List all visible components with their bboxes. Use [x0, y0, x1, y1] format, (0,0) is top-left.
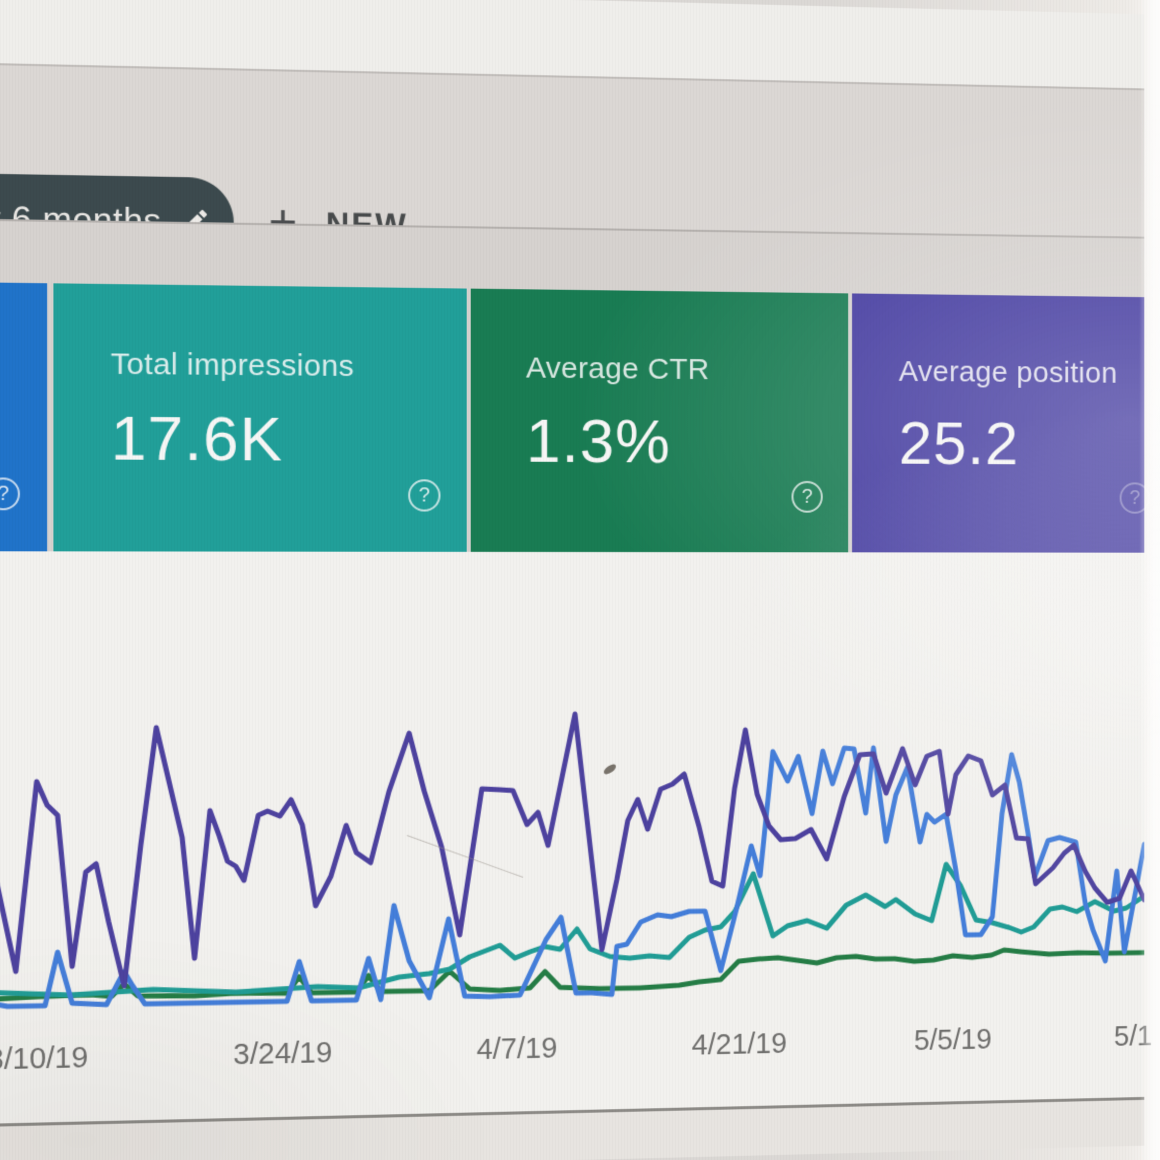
help-icon[interactable]: ? [408, 479, 440, 511]
help-icon[interactable]: ? [792, 481, 823, 513]
metric-card-value: 1.3% [526, 406, 848, 479]
toolbar: st 6 months + NEW [0, 65, 1144, 237]
metric-card-ctr[interactable]: Average CTR 1.3% ? [471, 289, 848, 553]
x-tick-label: 3/10/19 [0, 1042, 88, 1078]
help-icon[interactable]: ? [1120, 482, 1150, 513]
x-tick-label: 4/7/19 [476, 1032, 557, 1067]
x-tick-label: 3/24/19 [233, 1037, 332, 1072]
metric-card-label: Total impressions [111, 347, 467, 385]
metric-card-position[interactable]: Average position 25.2 ? [852, 293, 1144, 552]
x-tick-label: 5/5/19 [914, 1024, 992, 1058]
screen: st 6 months + NEW 3/10/19 3/24/19 4/7/19 4/… [0, 0, 1144, 1160]
metric-card-clicks[interactable]: ? [0, 282, 47, 551]
metric-card-value: 17.6K [111, 402, 467, 476]
x-tick-label: 4/21/19 [692, 1028, 787, 1063]
x-axis-labels: 3/10/193/24/194/7/194/21/195/5/195/1 [0, 551, 1144, 1123]
metric-card-label: Average CTR [526, 351, 848, 388]
x-tick-label: 5/1 [1114, 1021, 1152, 1054]
metric-card-impressions[interactable]: Total impressions 17.6K ? [53, 283, 466, 552]
metric-card-label: Average position [899, 355, 1145, 391]
help-icon[interactable]: ? [0, 477, 20, 510]
photo-frame: st 6 months + NEW 3/10/19 3/24/19 4/7/19 4/… [0, 0, 1160, 1160]
chart-panel: 3/10/193/24/194/7/194/21/195/5/195/1 [0, 551, 1144, 1123]
metric-card-value: 25.2 [899, 408, 1145, 479]
